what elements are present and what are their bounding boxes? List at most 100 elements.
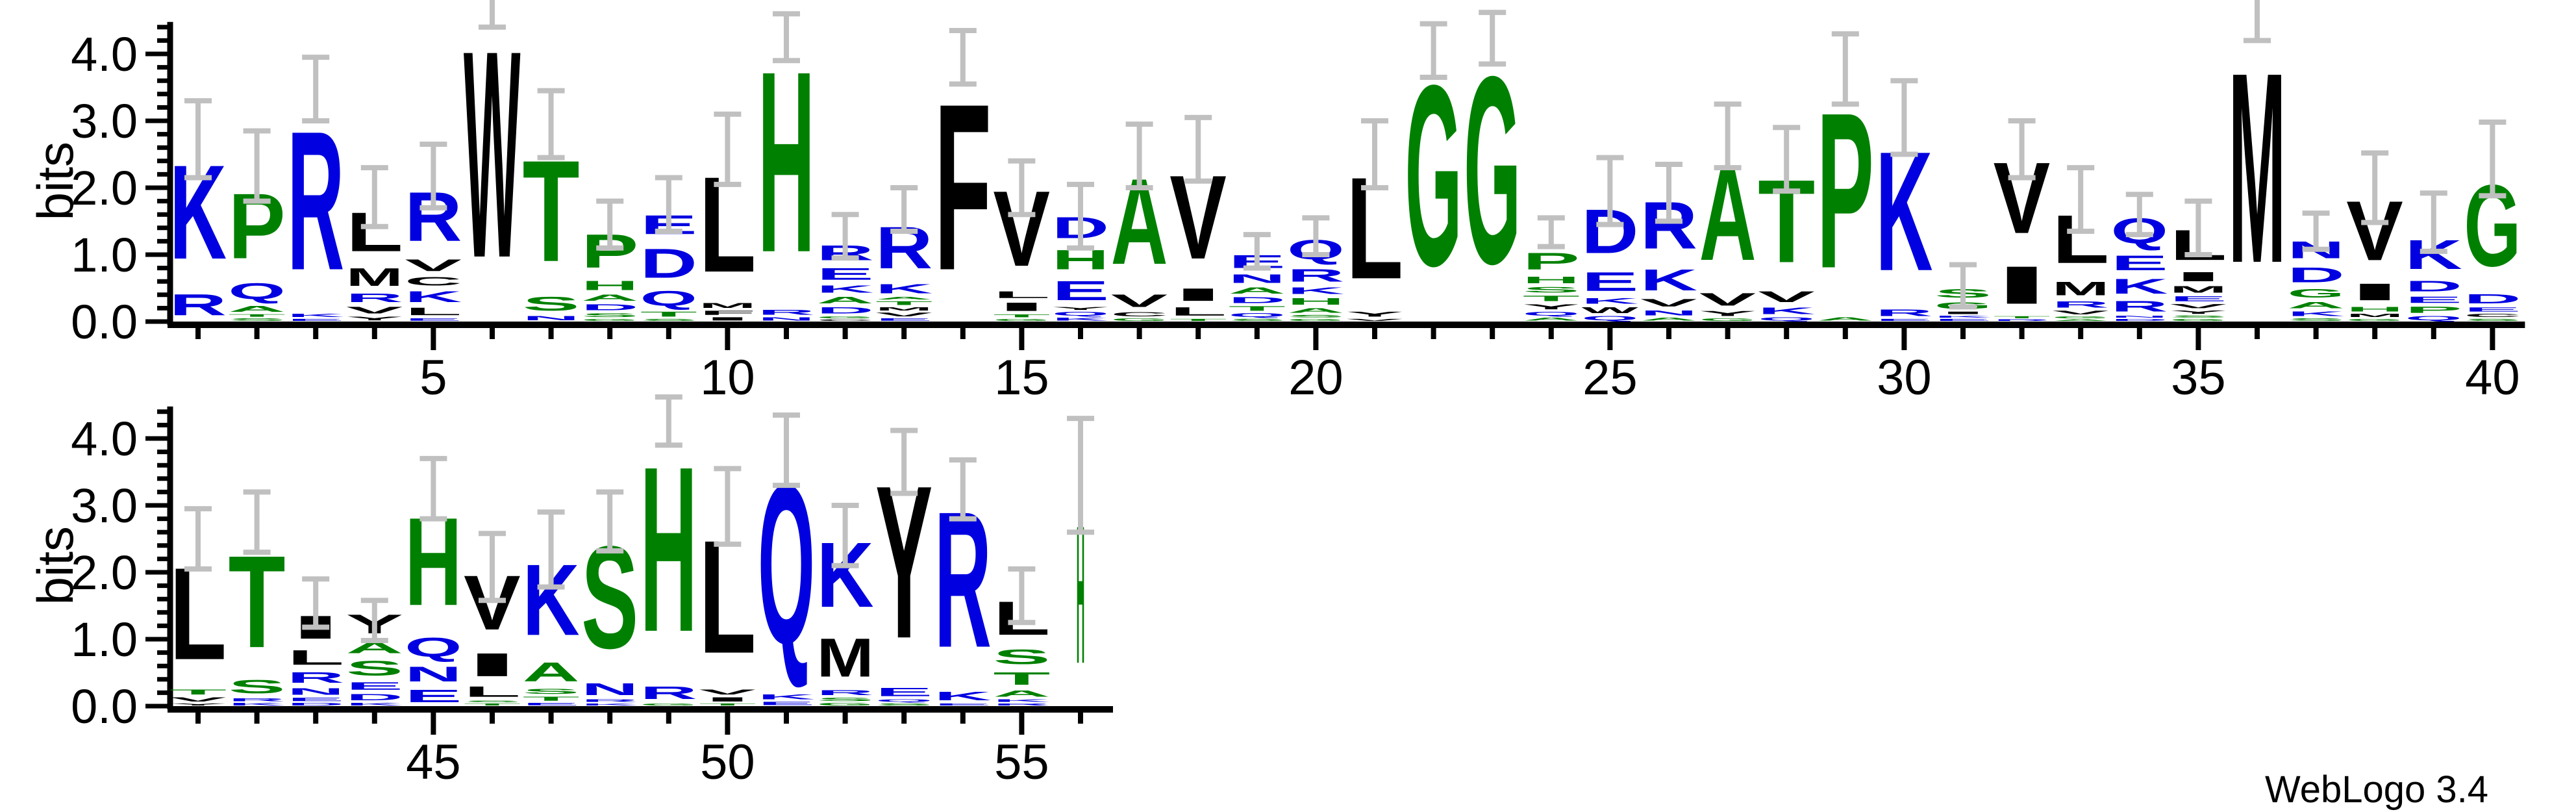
logo-letter-R: R [1875,307,1932,318]
logo-letter-T: T [1169,318,1227,322]
error-bar [890,427,918,496]
logo-letter-G: G [817,702,874,706]
logo-letter-C: C [405,275,462,288]
logo-letter-E: E [2170,295,2227,303]
error-bar [479,0,506,30]
logo-letter-D: D [2405,278,2462,295]
logo-letter-S: S [2170,315,2227,318]
x-tick-label: 25 [1582,350,1638,405]
logo-letter-Y: Y [2170,309,2227,314]
error-bar [890,185,918,234]
logo-letter-M: M [2170,284,2227,294]
logo-letter-D: D [346,692,403,702]
stack-pos-14: F [934,27,992,320]
x-tick-label: 15 [994,350,1049,405]
error-bar [2067,165,2095,234]
logo-letter-H: H [758,18,815,307]
logo-letter-S: S [581,312,638,318]
logo-letter-S: S [875,703,932,706]
y-tick-label: 1.0 [71,613,138,666]
logo-letter-E: E [934,703,992,706]
logo-letter-R: R [758,309,815,316]
logo-letter-A: A [817,295,874,305]
error-bar [243,489,271,555]
logo-letter-E: E [875,685,932,699]
logo-letter-K: K [1287,285,1344,296]
logo-letter-E: E [1875,318,1932,322]
logo-letter-V: V [875,312,932,318]
error-bar [1361,118,1388,190]
logo-letter-V: V [1346,318,1403,322]
logo-letter-D: D [2111,318,2168,322]
logo-letter-C: C [817,319,874,322]
logo-letter-Y: Y [169,703,227,706]
logo-letter-S: S [2464,318,2521,322]
y-tick-label: 4.0 [71,412,138,466]
logo-letter-E: E [1934,318,1992,322]
logo-letter-D: D [817,305,874,315]
logo-letter-G: G [640,703,697,706]
error-bar [537,509,565,590]
logo-letter-S: S [2288,318,2345,322]
stack-pos-36: M [2229,0,2286,320]
error-bar [831,212,859,261]
stack-pos-6: W [464,0,521,320]
logo-letter-R: R [581,699,638,703]
logo-letter-Y: Y [1052,306,1109,311]
logo-letter-N: N [2111,315,2168,318]
logo-letter-R: R [993,703,1050,706]
logo-letter-Q: Q [229,279,286,304]
logo-letter-L: L [993,289,1050,300]
logo-letter-Q: Q [1581,315,1638,322]
logo-letter-E: E [1052,275,1109,307]
logo-letter-P: P [2405,305,2462,314]
logo-letter-I: I [993,300,1050,314]
logo-letter-N: N [405,663,462,686]
logo-letter-T: T [1994,316,2051,319]
logo-letter-K: K [229,702,286,706]
logo-letter-H: H [2346,305,2403,312]
logo-letter-D: D [2464,292,2521,307]
logo-letter-Y: Y [1346,310,1403,318]
logo-letter-R: R [2111,298,2168,315]
logo-letter-Q: Q [875,699,932,703]
error-bar [1773,125,1801,194]
logo-letter-A: A [1523,317,1580,322]
logo-letter-E: E [817,265,874,284]
error-bar [596,489,624,554]
logo-letter-D: D [287,702,344,706]
logo-letter-Y: Y [1699,309,1757,317]
logo-letter-N: N [581,680,638,699]
error-bar [2125,192,2153,238]
logo-letter-M: M [346,263,403,291]
bits-axis-label: bits [27,526,84,605]
logo-letter-A: A [581,293,638,303]
logo-letter-T: T [699,703,756,706]
logo-letter-T: T [640,310,697,318]
logo-letter-E: E [346,680,403,692]
error-bar [2184,198,2212,257]
logo-letter-M: M [875,306,932,311]
logo-letter-E: E [1581,267,1638,297]
logo-letter-N: N [758,316,815,322]
logo-letter-K: K [875,281,932,296]
logo-letter-S: S [993,645,1050,668]
